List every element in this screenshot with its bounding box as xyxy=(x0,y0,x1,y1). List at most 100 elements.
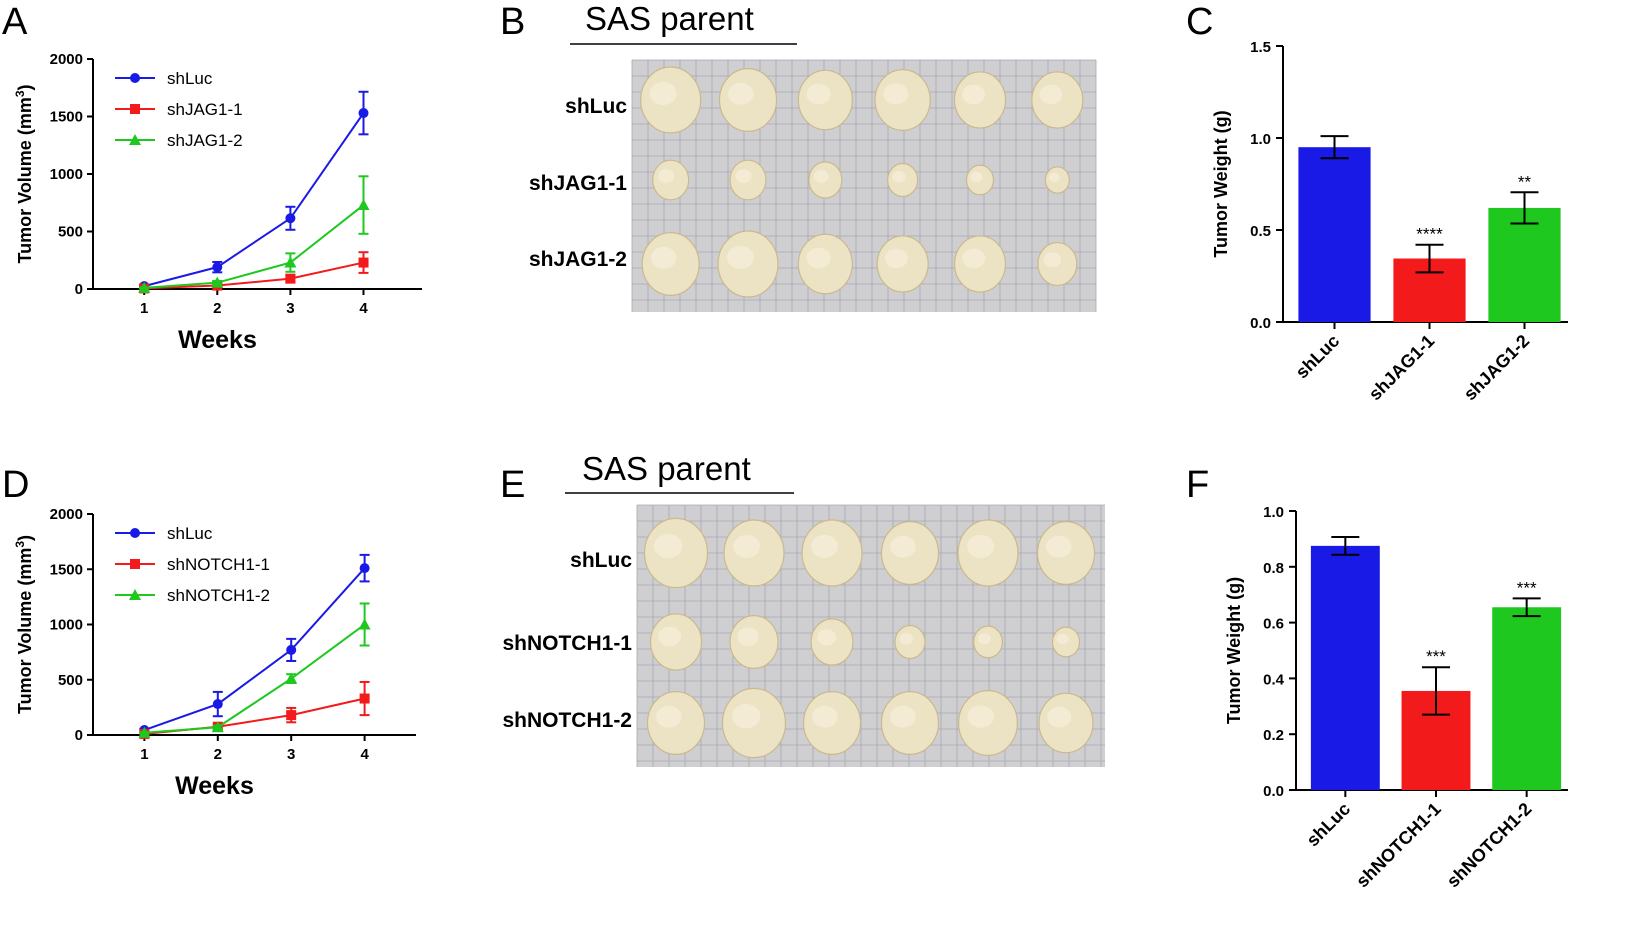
tumor-highlight xyxy=(733,534,760,558)
row-label-e-3: shNOTCH1-2 xyxy=(502,709,632,732)
y-axis-title-f: Tumor Weight (g) xyxy=(1224,577,1244,724)
data-point-shJAG1-2 xyxy=(357,199,370,211)
category-label-shJAG1-1: shJAG1-1 xyxy=(1365,331,1439,405)
y-tick-label: 500 xyxy=(58,224,83,241)
legend-label-shLuc: shLuc xyxy=(167,69,213,88)
legend-marker xyxy=(130,104,140,114)
legend-marker xyxy=(130,528,140,538)
tumor-highlight xyxy=(658,626,682,647)
tumor-highlight xyxy=(1048,172,1060,182)
tumor-highlight xyxy=(728,82,754,105)
tumor-highlight xyxy=(653,533,683,559)
tumor-highlight xyxy=(884,248,908,269)
tumor-highlight xyxy=(817,629,837,646)
tumor-highlight xyxy=(970,171,983,183)
tumor-photo-e: SAS parent shLuc shNOTCH1-1 shNOTCH1-2 xyxy=(502,450,1105,767)
legend-label-shNOTCH1-2: shNOTCH1-2 xyxy=(167,586,270,605)
row-label-b-3: shJAG1-2 xyxy=(529,248,627,271)
tumor-highlight xyxy=(658,169,675,183)
legend-marker xyxy=(130,73,140,83)
row-label-b-1: shLuc xyxy=(565,95,627,118)
y-tick-label: 0.4 xyxy=(1263,671,1285,688)
tumor-photo-b: SAS parent shLuc shJAG1-1 shJAG1-2 xyxy=(529,0,1097,312)
bar-chart-f: 0.0 0.2 0.4 0.6 0.8 1.0 Tumor Weight (g) shLuc *… xyxy=(1224,504,1568,891)
tumor-highlight xyxy=(967,705,994,728)
x-tick-label: 2 xyxy=(214,746,222,763)
y-tick-label: 1.0 xyxy=(1263,504,1284,521)
x-tick-label: 4 xyxy=(359,300,368,317)
category-label-shJAG1-2: shJAG1-2 xyxy=(1460,331,1534,405)
data-point-shNOTCH1-1 xyxy=(286,710,297,721)
tumor-highlight xyxy=(727,245,754,269)
tumor-highlight xyxy=(811,534,838,558)
y-axis-title-d: Tumor Volume (mm3) xyxy=(13,535,35,714)
tumor-highlight xyxy=(1039,84,1063,105)
category-label-shLuc: shLuc xyxy=(1292,331,1344,383)
data-point-shJAG1-2 xyxy=(138,281,151,293)
data-point-shLuc xyxy=(212,699,223,710)
x-tick-label: 3 xyxy=(287,746,295,763)
y-tick-label: 0.0 xyxy=(1250,315,1271,332)
tumor-highlight xyxy=(650,246,677,269)
line-chart-d: 0 500 1000 1500 2000 1 2 3 4 Weeks Tumor Volume (m… xyxy=(13,506,416,800)
y-tick-label: 1500 xyxy=(50,561,83,578)
legend-label-shNOTCH1-1: shNOTCH1-1 xyxy=(167,555,270,574)
tumor-highlight xyxy=(1043,252,1062,268)
y-tick-label: 0.8 xyxy=(1263,560,1284,577)
legend-marker xyxy=(129,134,141,145)
y-tick-label: 2000 xyxy=(50,506,83,523)
legend-label-shJAG1-2: shJAG1-2 xyxy=(167,131,243,150)
tumor-highlight xyxy=(737,627,759,646)
tumor-highlight xyxy=(656,705,682,728)
panel-label-c: C xyxy=(1186,1,1213,43)
panel-label-a: A xyxy=(2,1,28,43)
significance-label: *** xyxy=(1426,647,1446,666)
tumor-highlight xyxy=(977,633,991,645)
y-tick-label: 1.0 xyxy=(1250,131,1271,148)
series-line-shJAG1-1 xyxy=(144,261,364,290)
y-tick-label: 0.6 xyxy=(1263,616,1284,633)
tumor-highlight xyxy=(962,84,986,105)
data-point-shJAG1-1 xyxy=(358,257,369,268)
data-point-shLuc xyxy=(359,563,370,574)
line-chart-a: 0 500 1000 1500 2000 1 2 3 4 Weeks Tumor Volume (m… xyxy=(13,51,422,354)
category-label-shLuc: shLuc xyxy=(1303,799,1355,851)
x-tick-label: 3 xyxy=(286,300,294,317)
photo-title-e: SAS parent xyxy=(582,450,751,487)
data-point-shLuc xyxy=(358,108,369,119)
row-label-e-1: shLuc xyxy=(570,549,632,572)
photo-background-b xyxy=(632,60,1096,312)
tumor-highlight xyxy=(899,632,913,645)
panel-label-b: B xyxy=(500,1,525,43)
panel-label-f: F xyxy=(1186,464,1209,506)
legend-marker xyxy=(129,589,141,600)
tumor-highlight xyxy=(1047,706,1072,728)
tumor-highlight xyxy=(883,83,909,105)
data-point-shLuc xyxy=(285,213,296,224)
data-point-shLuc xyxy=(212,262,223,273)
y-axis-title-a: Tumor Volume (mm3) xyxy=(13,84,35,263)
data-point-shNOTCH1-2 xyxy=(358,618,371,630)
y-tick-label: 0 xyxy=(75,727,83,744)
data-point-shJAG1-2 xyxy=(284,256,297,268)
data-point-shNOTCH1-2 xyxy=(285,672,298,684)
bar-shJAG1-2 xyxy=(1488,207,1561,322)
series-line-shNOTCH1-2 xyxy=(144,623,366,734)
tumor-highlight xyxy=(735,169,752,183)
panel-label-d: D xyxy=(2,464,29,506)
bar-chart-c: 0.0 0.5 1.0 1.5 Tumor Weight (g) shLuc **** shJ… xyxy=(1211,39,1568,404)
y-tick-label: 2000 xyxy=(50,51,83,68)
tumor-highlight xyxy=(1046,535,1072,558)
y-tick-label: 1000 xyxy=(50,166,83,183)
legend-label-shLuc: shLuc xyxy=(167,524,213,543)
data-point-shNOTCH1-2 xyxy=(138,726,151,738)
tumor-highlight xyxy=(806,247,831,269)
y-axis-title-c: Tumor Weight (g) xyxy=(1211,110,1231,257)
photo-background-e xyxy=(637,505,1105,767)
y-tick-label: 0.2 xyxy=(1263,727,1284,744)
row-label-e-2: shNOTCH1-1 xyxy=(502,632,632,655)
tumor-highlight xyxy=(1056,633,1069,645)
bar-shLuc xyxy=(1298,147,1371,322)
data-point-shNOTCH1-2 xyxy=(211,721,224,733)
y-tick-label: 0.5 xyxy=(1250,223,1271,240)
